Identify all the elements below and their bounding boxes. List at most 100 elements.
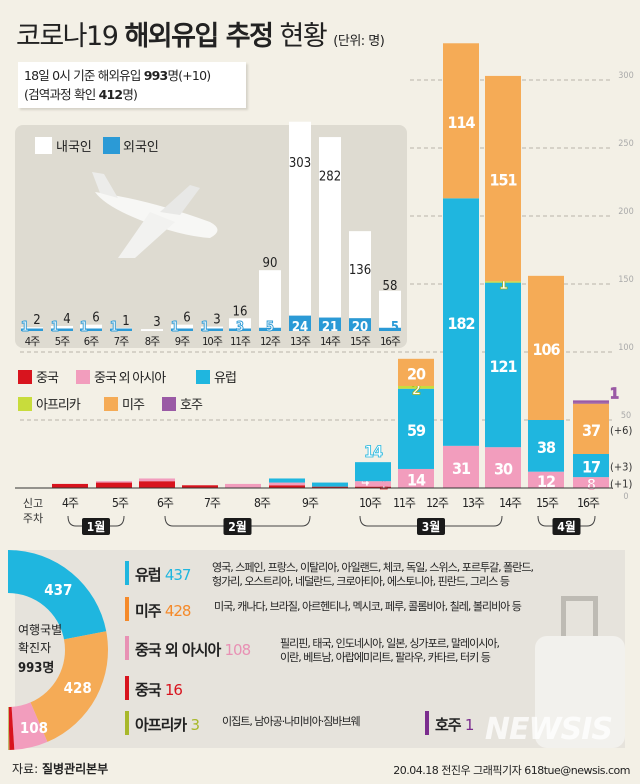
bar-domestic bbox=[319, 137, 341, 318]
foreign-value-label: 24 bbox=[292, 320, 308, 335]
bar-foreign bbox=[201, 328, 223, 331]
bar-segment-14주-아프리카 bbox=[485, 281, 521, 283]
bar-domestic bbox=[141, 329, 163, 331]
foreign-value-label: 1 bbox=[80, 320, 88, 335]
bar-segment-16주-유럽 bbox=[573, 454, 609, 478]
region-label: 중국 bbox=[135, 681, 162, 699]
source: 자료: 질병관리본부 bbox=[12, 760, 108, 777]
x-tick-label: 10주 bbox=[359, 496, 382, 510]
bar-segment-12주-유럽 bbox=[398, 388, 434, 469]
domestic-value-label: 1 bbox=[122, 314, 129, 329]
x-tick-label: 7주 bbox=[204, 496, 221, 510]
annotation-label: (+1) bbox=[610, 478, 632, 491]
x-tick-label: 7주 bbox=[114, 335, 129, 348]
region-label: 중국 외 아시아 bbox=[135, 641, 221, 659]
bar-segment-5주-중국 외 아시아 bbox=[96, 481, 132, 483]
foreign-value-label: 1 bbox=[21, 320, 29, 335]
foreign-value-label: 3 bbox=[236, 320, 244, 335]
bar-segment-12주-아프리카 bbox=[398, 386, 434, 389]
countries-line: 필리핀, 태국, 인도네시아, 일본, 싱가포르, 말레이시아, bbox=[280, 637, 500, 650]
y-tick-label: 300 bbox=[618, 71, 633, 81]
quarantine-value: 412 bbox=[98, 87, 123, 102]
region-count: 428 bbox=[164, 602, 192, 620]
bar-foreign bbox=[171, 328, 193, 331]
summary-change: (+10) bbox=[178, 68, 211, 83]
bar-segment-6주-중국 bbox=[139, 481, 175, 488]
domestic-value-label: 2 bbox=[33, 313, 40, 328]
bar-domestic bbox=[80, 324, 102, 329]
bar-value-label: 1 bbox=[499, 275, 508, 293]
countries-line: 영국, 스페인, 프랑스, 이탈리아, 아일랜드, 체코, 독일, 스위스, 포… bbox=[212, 561, 534, 574]
y-tick-label: 50 bbox=[621, 411, 631, 421]
annotation-label: (+3) bbox=[610, 461, 632, 474]
x-tick-label: 12주 bbox=[260, 335, 281, 348]
legend-label: 중국 bbox=[36, 371, 59, 386]
legend-label: 미주 bbox=[122, 398, 145, 413]
summary-unit: 명 bbox=[167, 68, 179, 83]
bar-segment-12주-중국 외 아시아 bbox=[398, 468, 434, 488]
bar-foreign bbox=[319, 317, 341, 331]
bar-foreign bbox=[21, 328, 43, 331]
region-color-bar bbox=[125, 711, 129, 735]
month-label: 3월 bbox=[422, 519, 441, 534]
x-tick-label: 9주 bbox=[302, 496, 319, 510]
suitcase-handle-top bbox=[561, 596, 598, 601]
region-color-bar bbox=[125, 676, 129, 700]
x-tick-label: 12주 bbox=[426, 496, 449, 510]
legend-swatch-foreign bbox=[103, 137, 120, 154]
domestic-value-label: 282 bbox=[319, 170, 341, 185]
summary-label: 18일 0시 기준 해외유입 bbox=[24, 68, 144, 83]
region-name: 아프리카 3 bbox=[135, 714, 200, 735]
y-tick-label: 150 bbox=[618, 275, 633, 285]
bar-segment-16주-중국 외 아시아 bbox=[573, 477, 609, 488]
month-badge bbox=[552, 518, 581, 535]
title-bold: 해외유입 추정 bbox=[124, 21, 273, 52]
foreign-value-label: 1 bbox=[110, 320, 118, 335]
legend-swatch-호주 bbox=[162, 397, 176, 411]
bar-value-label: 8 bbox=[587, 476, 596, 494]
month-label: 2월 bbox=[228, 519, 247, 534]
region-name: 미주 428 bbox=[135, 600, 192, 621]
countries-line: 이집트, 남아공·나미비아·짐바브웨 bbox=[222, 715, 361, 728]
y-tick-label: 250 bbox=[618, 139, 633, 149]
bar-segment-11주-중국 외 아시아 bbox=[355, 481, 391, 487]
bar-segment-15주-미주 bbox=[528, 275, 564, 420]
bar-value-label: 37 bbox=[582, 421, 600, 440]
region-label: 아프리카 bbox=[135, 716, 187, 734]
donut-title: 확진자 bbox=[18, 641, 51, 655]
bar-domestic bbox=[229, 318, 251, 329]
donut-value-label: 108 bbox=[20, 719, 48, 737]
bar-segment-7주-중국 bbox=[182, 485, 218, 488]
bar-value-label: 59 bbox=[407, 421, 426, 440]
donut-slice-유럽 bbox=[8, 550, 107, 640]
x-tick-label: 8주 bbox=[145, 335, 160, 348]
domestic-value-label: 6 bbox=[183, 311, 190, 326]
region-name: 중국 외 아시아 108 bbox=[135, 639, 251, 660]
domestic-value-label: 58 bbox=[383, 279, 398, 294]
bar-value-label: 106 bbox=[532, 340, 560, 359]
source-name: 질병관리본부 bbox=[41, 762, 109, 776]
legend-swatch-중국 외 아시아 bbox=[76, 370, 90, 384]
legend-label: 아프리카 bbox=[36, 398, 81, 413]
bar-value-label: 30 bbox=[494, 460, 513, 479]
domestic-value-label: 3 bbox=[153, 315, 160, 330]
y-tick-label: 200 bbox=[618, 207, 633, 217]
x-tick-label: 16주 bbox=[380, 335, 401, 348]
bar-domestic bbox=[349, 231, 371, 319]
x-tick-label: 9주 bbox=[175, 335, 190, 348]
domestic-value-label: 3 bbox=[213, 313, 220, 328]
y-tick-label: 100 bbox=[618, 343, 633, 353]
domestic-value-label: 136 bbox=[349, 263, 371, 278]
x-axis-label: 신고 bbox=[23, 497, 43, 510]
bar-domestic bbox=[110, 327, 132, 329]
region-name: 호주 1 bbox=[435, 714, 474, 735]
bar-value-label: 20 bbox=[407, 364, 426, 383]
x-tick-label: 4주 bbox=[62, 496, 79, 510]
bar-segment-11주-중국 bbox=[355, 486, 391, 488]
legend-swatch-domestic bbox=[35, 137, 52, 154]
bar-domestic bbox=[259, 270, 281, 328]
bar-value-label: 151 bbox=[489, 171, 517, 190]
bar-foreign bbox=[379, 327, 401, 331]
